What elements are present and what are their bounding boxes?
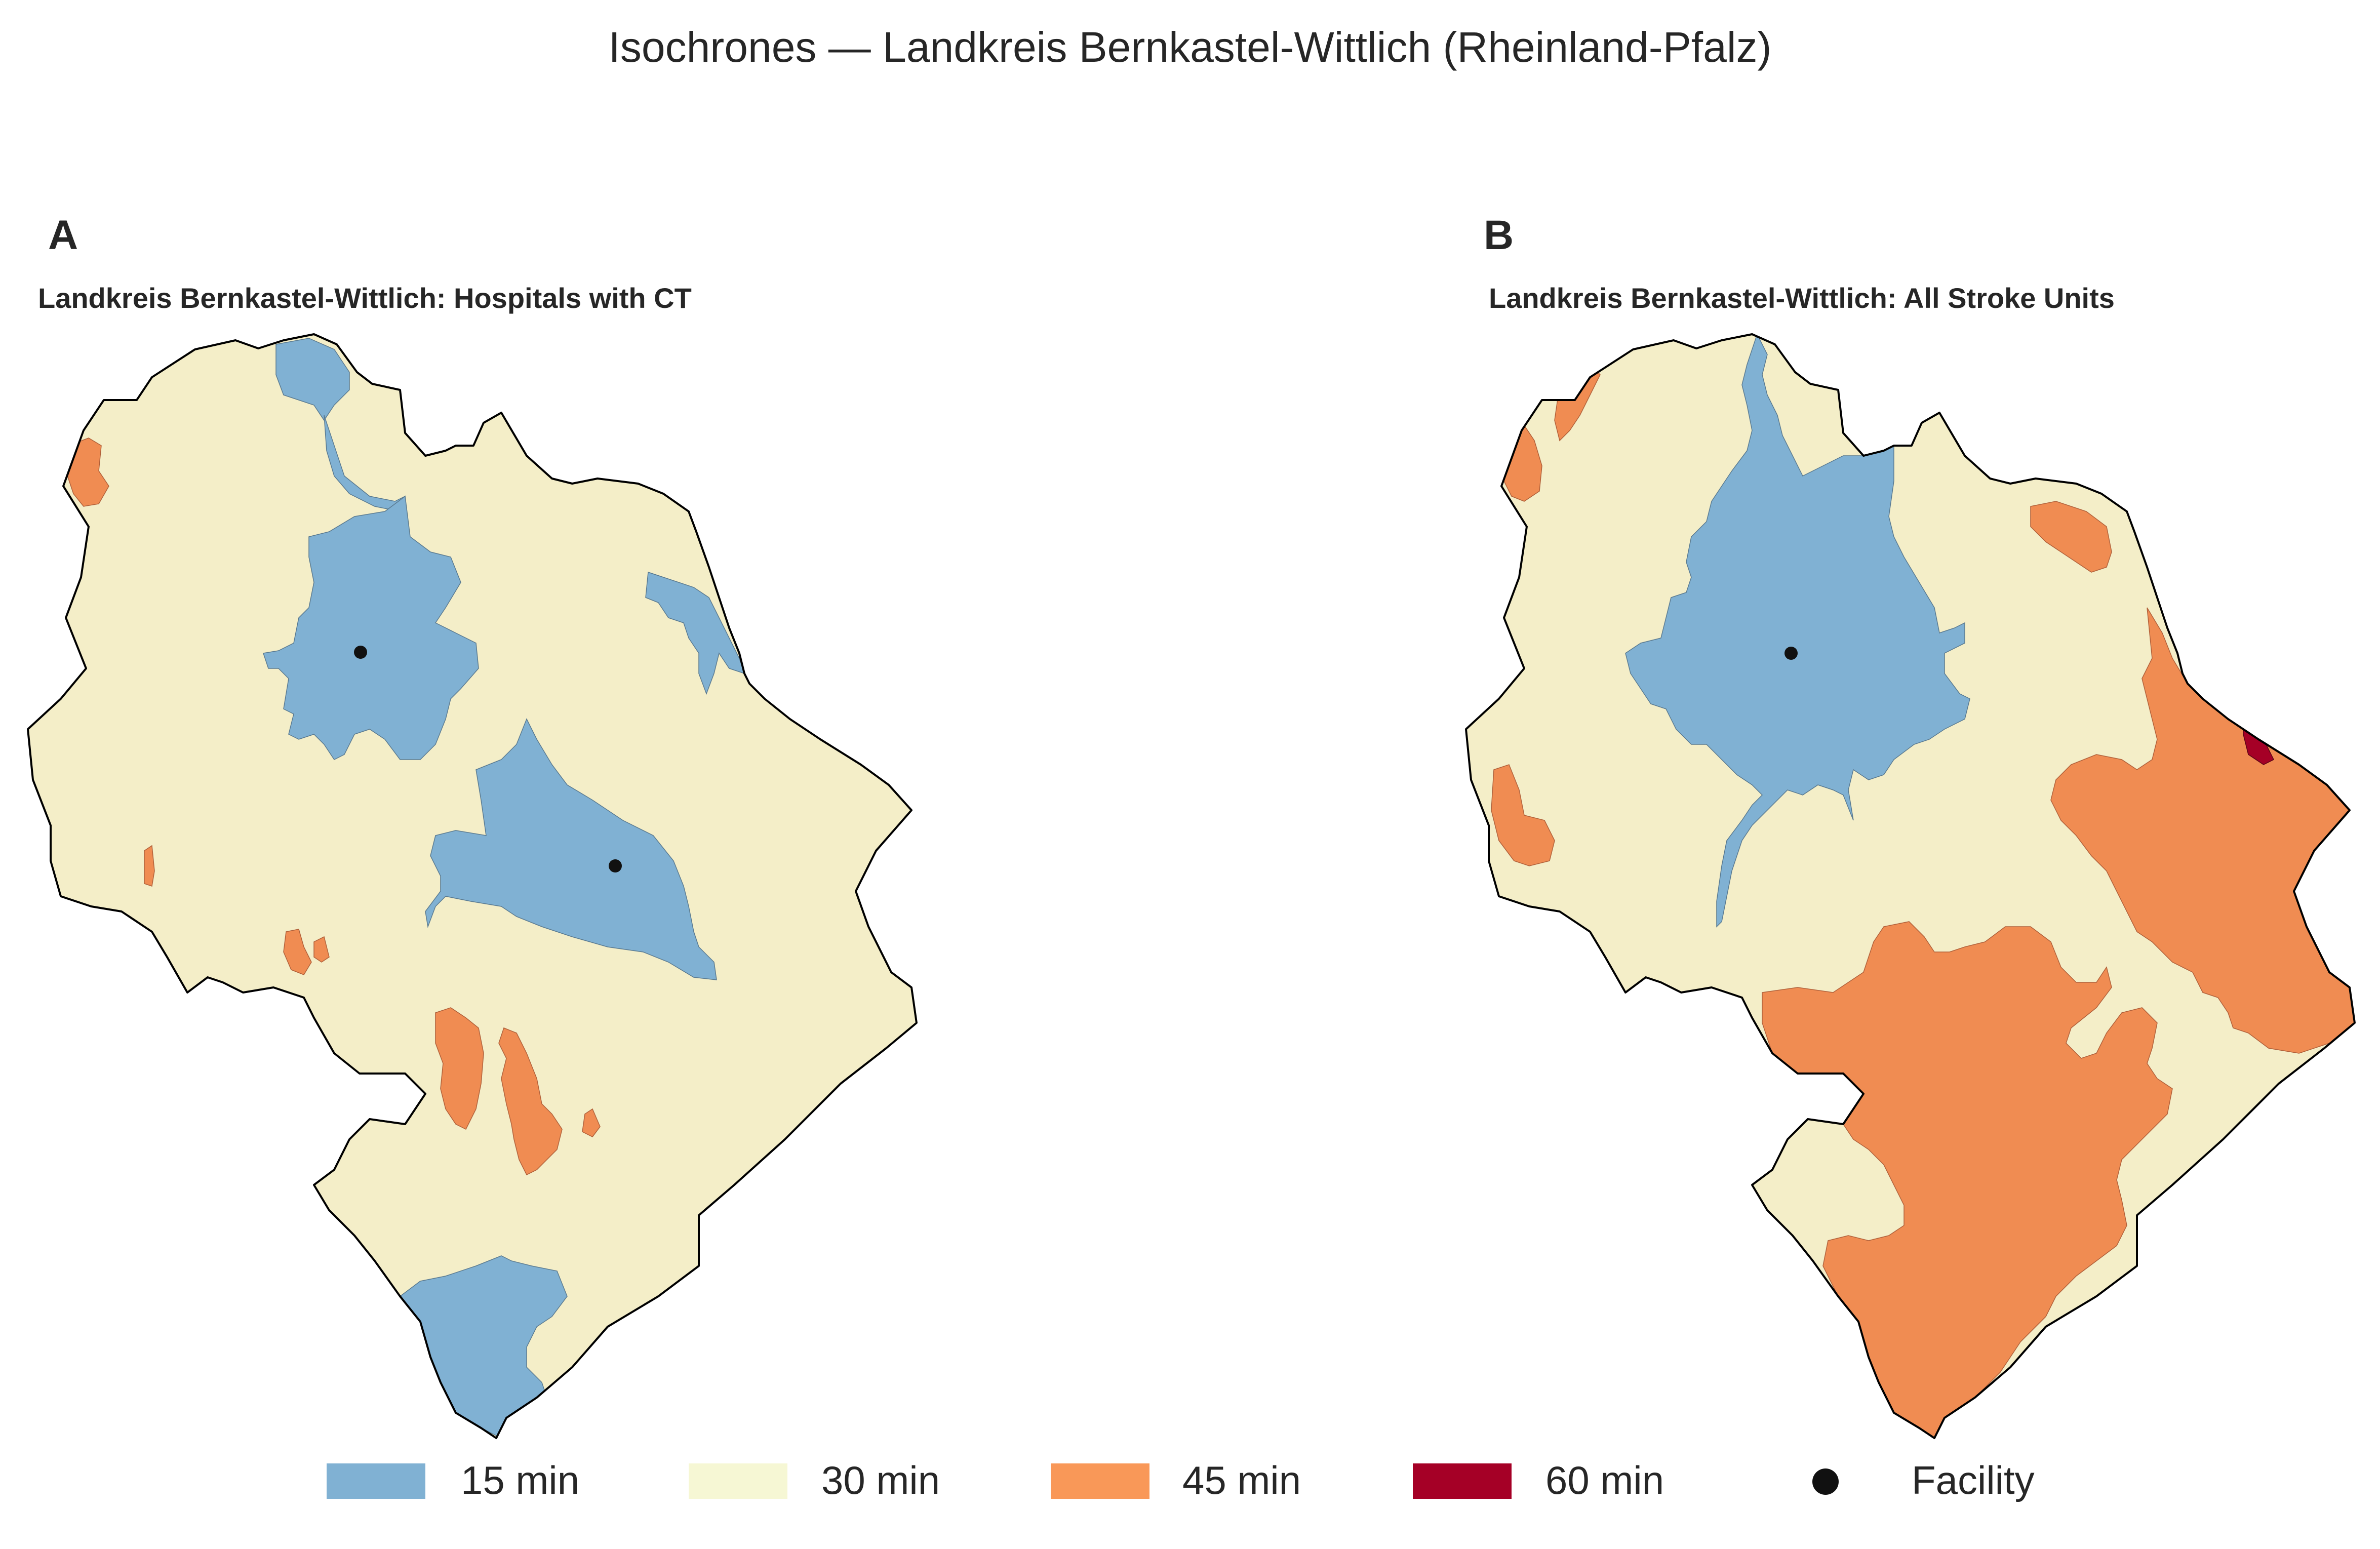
legend-label-30min: 30 min: [821, 1458, 940, 1502]
panel-a-map: [27, 333, 918, 1439]
legend-label-45min: 45 min: [1182, 1458, 1301, 1502]
zone-45min-b-ne: [2030, 501, 2112, 573]
boundary-b: [1465, 333, 2356, 1439]
legend-label-60min: 60 min: [1545, 1458, 1664, 1502]
legend-swatch-30min: [689, 1463, 787, 1499]
panel-b-map: [1465, 333, 2356, 1439]
legend-swatch-60min: [1413, 1463, 1512, 1499]
legend-label-facility: Facility: [1912, 1458, 2035, 1502]
zone-45min-a-sw-1: [283, 929, 312, 975]
panel-a: A Landkreis Bernkastel-Wittlich: Hospita…: [27, 212, 918, 1439]
legend-item-60min: 60 min: [1413, 1458, 1664, 1502]
zone-45min-a-south-2: [498, 1027, 563, 1176]
zone-15min-b-wittlich: [1625, 334, 1970, 928]
panel-b: B Landkreis Bernkastel-Wittlich: All Str…: [1465, 212, 2356, 1439]
zone-15min-a-wittlich: [263, 495, 479, 760]
zone-45min-b-west: [1491, 764, 1555, 866]
panel-a-title: Landkreis Bernkastel-Wittlich: Hospitals…: [38, 282, 692, 314]
legend-item-15min: 15 min: [327, 1458, 579, 1502]
panel-b-letter: B: [1484, 212, 1514, 258]
zone-15min-a-east: [645, 571, 745, 695]
legend-label-15min: 15 min: [461, 1458, 579, 1502]
legend: 15 min 30 min 45 min 60 min Facility: [327, 1458, 2035, 1502]
zone-15min-a-bernkastel: [425, 718, 717, 980]
zone-45min-a-sw-2: [313, 936, 330, 963]
legend-swatch-45min: [1051, 1463, 1149, 1499]
legend-item-45min: 45 min: [1051, 1458, 1301, 1502]
zone-45min-a-west: [144, 845, 155, 887]
zone-15min-a-north: [275, 338, 350, 421]
boundary-a: [27, 333, 918, 1439]
legend-facility-dot-icon: [1812, 1468, 1839, 1495]
facility-marker-b-1: [1784, 647, 1798, 660]
zone-45min-a-nw: [65, 438, 109, 507]
facility-marker-a-2: [609, 859, 622, 872]
legend-item-30min: 30 min: [689, 1458, 940, 1502]
figure-title: Isochrones — Landkreis Bernkastel-Wittli…: [609, 23, 1772, 71]
zone-45min-b-south: [1762, 921, 2173, 1438]
panel-b-title: Landkreis Bernkastel-Wittlich: All Strok…: [1489, 282, 2115, 314]
legend-swatch-15min: [327, 1463, 425, 1499]
panel-a-letter: A: [48, 212, 78, 258]
legend-item-facility: Facility: [1812, 1458, 2035, 1502]
zone-45min-a-south-1: [435, 1007, 484, 1130]
zone-45min-a-south-3: [582, 1108, 601, 1137]
facility-marker-a-1: [354, 646, 367, 659]
